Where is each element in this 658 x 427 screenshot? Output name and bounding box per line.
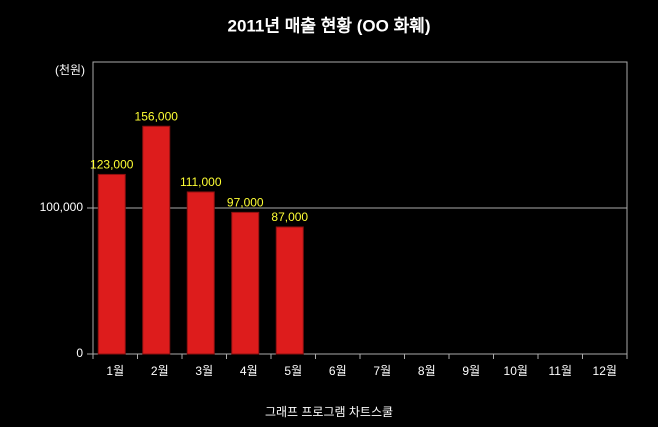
x-tick-label: 12월 xyxy=(593,364,617,378)
data-label: 123,000 xyxy=(90,158,134,172)
chart-title: 2011년 매출 현황 (OO 화훼) xyxy=(227,16,430,35)
bar xyxy=(231,211,260,355)
x-tick-label: 8월 xyxy=(418,364,436,378)
x-tick-label: 5월 xyxy=(284,364,302,378)
x-axis-label: 그래프 프로그램 차트스쿨 xyxy=(265,405,393,419)
x-tick-label: 1월 xyxy=(106,364,124,378)
y-tick-label: 100,000 xyxy=(40,200,84,214)
bar xyxy=(275,226,304,355)
y-axis-label: (천원) xyxy=(55,62,85,77)
data-label: 87,000 xyxy=(271,210,308,224)
bar xyxy=(186,191,215,355)
x-tick-label: 4월 xyxy=(240,364,258,378)
data-label: 156,000 xyxy=(135,109,179,123)
x-tick-label: 7월 xyxy=(373,364,391,378)
y-tick-label: 0 xyxy=(76,346,83,360)
x-tick-label: 6월 xyxy=(329,364,347,378)
bar xyxy=(97,173,126,355)
bar xyxy=(142,125,171,355)
data-label: 97,000 xyxy=(227,196,264,210)
x-tick-label: 10월 xyxy=(504,364,528,378)
data-label: 111,000 xyxy=(180,175,222,189)
x-tick-label: 3월 xyxy=(195,364,213,378)
x-tick-label: 2월 xyxy=(151,364,169,378)
x-tick-label: 9월 xyxy=(462,364,480,378)
x-tick-label: 11월 xyxy=(549,364,573,378)
